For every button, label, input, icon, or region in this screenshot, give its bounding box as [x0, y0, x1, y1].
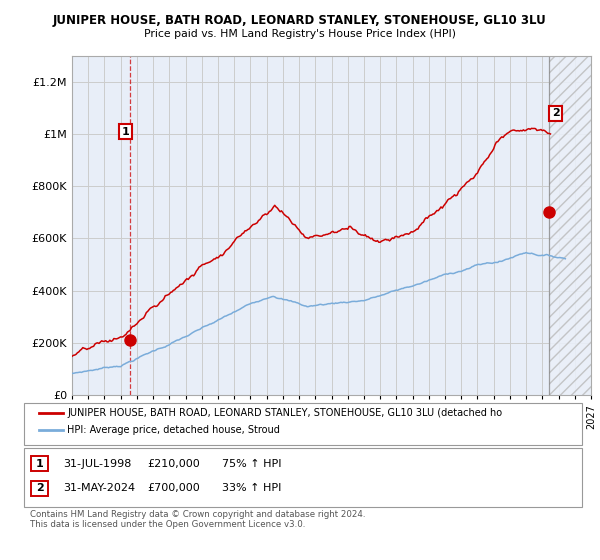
Bar [549, 56, 591, 395]
Text: 1: 1 [121, 127, 129, 137]
Text: 33% ↑ HPI: 33% ↑ HPI [222, 483, 281, 493]
Text: 31-JUL-1998: 31-JUL-1998 [63, 459, 131, 469]
Bar [549, 56, 591, 395]
Text: HPI: Average price, detached house, Stroud: HPI: Average price, detached house, Stro… [67, 425, 280, 435]
Text: 2: 2 [36, 483, 43, 493]
Text: 1: 1 [36, 459, 43, 469]
Text: Price paid vs. HM Land Registry's House Price Index (HPI): Price paid vs. HM Land Registry's House … [144, 29, 456, 39]
Text: JUNIPER HOUSE, BATH ROAD, LEONARD STANLEY, STONEHOUSE, GL10 3LU (detached ho: JUNIPER HOUSE, BATH ROAD, LEONARD STANLE… [67, 408, 502, 418]
Text: £700,000: £700,000 [147, 483, 200, 493]
Bar [549, 56, 591, 395]
Text: 75% ↑ HPI: 75% ↑ HPI [222, 459, 281, 469]
Text: JUNIPER HOUSE, BATH ROAD, LEONARD STANLEY, STONEHOUSE, GL10 3LU: JUNIPER HOUSE, BATH ROAD, LEONARD STANLE… [53, 14, 547, 27]
Text: Contains HM Land Registry data © Crown copyright and database right 2024.
This d: Contains HM Land Registry data © Crown c… [30, 510, 365, 529]
Text: £210,000: £210,000 [147, 459, 200, 469]
Text: 31-MAY-2024: 31-MAY-2024 [63, 483, 135, 493]
Text: 2: 2 [552, 108, 560, 118]
